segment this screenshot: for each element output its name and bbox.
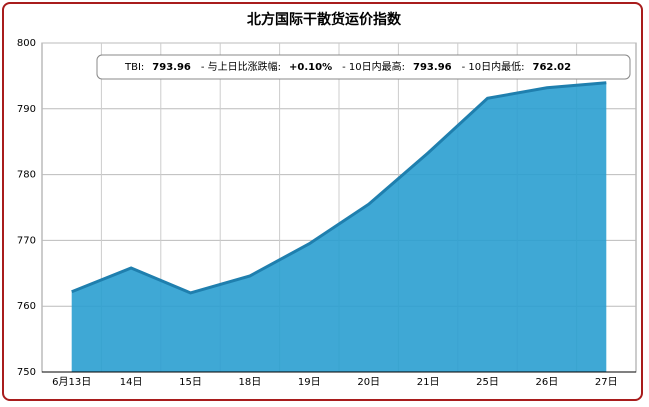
x-tick-label: 15日 (179, 377, 202, 388)
tooltip-value: +0.10% (289, 62, 332, 73)
x-tick-label: 21日 (417, 377, 440, 388)
frame (2, 2, 643, 401)
x-tick-label: 27日 (595, 377, 618, 388)
chart-title: 北方国际干散货运价指数 (247, 11, 402, 28)
tooltip-label: TBI: (124, 62, 144, 73)
tooltip-label: - 10日内最低: (462, 60, 525, 73)
y-tick-label: 780 (17, 170, 36, 181)
y-tick-label: 800 (17, 38, 36, 49)
y-tick-label: 760 (17, 301, 36, 312)
line (71, 81, 607, 295)
x-tick-label: 19日 (298, 377, 321, 388)
y-tick-label: 750 (17, 367, 36, 378)
tooltip-value: 793.96 (152, 62, 191, 73)
tooltip-value: 762.02 (533, 62, 572, 73)
x-tick-label: 18日 (239, 377, 262, 388)
y-tick-label: 790 (17, 104, 36, 115)
tooltip: TBI: 793.96 - 与上日比涨跌幅: +0.10% - 10日内最高: 793.9… (96, 54, 631, 80)
area (71, 82, 607, 373)
x-tick-label: 14日 (120, 377, 143, 388)
x-tick-label: 25日 (476, 377, 499, 388)
tooltip-label: - 与上日比涨跌幅: (201, 60, 281, 73)
tooltip-box (96, 54, 631, 80)
x-tick-label: 6月13日 (52, 376, 91, 388)
tooltip-value: 793.96 (413, 62, 452, 73)
x-tick-label: 26日 (536, 377, 559, 388)
x-tick-label: 20日 (357, 377, 380, 388)
y-tick-label: 770 (17, 235, 36, 246)
tooltip-label: - 10日内最高: (342, 60, 405, 73)
